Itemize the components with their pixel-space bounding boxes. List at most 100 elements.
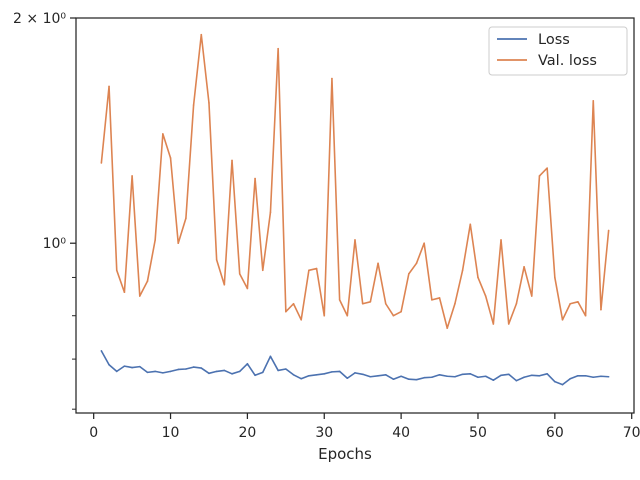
data-point-loss [177,368,180,371]
data-point-val-loss [400,310,402,313]
data-point-loss [231,373,233,375]
data-point-val-loss [169,157,172,159]
data-point-val-loss [438,297,441,299]
data-point-loss [377,374,379,377]
data-point-val-loss [115,269,118,272]
data-point-loss [546,373,548,375]
data-point-val-loss [154,239,156,241]
data-point-loss [369,375,372,378]
data-point-loss [154,370,156,373]
data-point-loss [169,370,172,373]
data-point-val-loss [484,295,487,297]
data-point-loss [423,376,425,379]
data-point-loss [354,372,356,374]
data-point-val-loss [507,323,510,325]
data-point-val-loss [231,159,233,162]
data-point-loss [477,376,479,379]
data-point-loss [507,373,510,376]
data-point-loss [323,373,326,375]
data-point-loss [361,373,364,376]
data-point-loss [100,350,103,352]
x-tick-label: 50 [469,425,487,441]
data-point-val-loss [285,310,287,313]
data-point-loss [246,362,249,365]
data-point-loss [138,365,141,368]
data-point-val-loss [592,100,595,102]
data-point-val-loss [162,133,164,135]
data-point-val-loss [546,167,548,169]
data-point-val-loss [315,267,318,270]
data-point-val-loss [131,175,133,177]
data-point-val-loss [530,295,533,297]
data-point-loss [400,375,402,378]
data-point-loss [123,365,126,367]
data-point-loss [131,366,133,369]
data-point-val-loss [208,102,210,104]
data-point-loss [223,369,226,372]
data-point-loss [446,375,449,378]
data-point-loss [346,377,349,380]
data-point-val-loss [200,33,203,36]
data-point-loss [308,374,310,377]
data-point-val-loss [354,239,356,241]
data-point-loss [200,367,203,369]
data-point-val-loss [538,175,541,177]
data-point-val-loss [461,269,464,272]
data-point-val-loss [600,308,602,311]
data-point-loss [584,374,587,377]
data-point-loss [185,368,187,370]
data-point-loss [607,375,610,378]
data-point-val-loss [215,259,218,261]
data-point-val-loss [108,85,110,88]
data-point-val-loss [300,319,302,321]
data-point-loss [484,375,487,378]
data-point-val-loss [185,217,187,220]
data-point-val-loss [569,302,572,305]
data-point-loss [192,366,195,368]
data-point-loss [338,370,341,373]
data-point-val-loss [415,262,418,265]
data-point-loss [538,374,541,377]
x-axis-label: Epochs [318,445,372,463]
data-point-loss [292,373,295,376]
x-tick-label: 0 [89,425,98,441]
data-point-loss [569,377,572,380]
data-point-loss [561,383,564,386]
data-point-val-loss [146,280,149,282]
data-point-loss [500,374,502,377]
data-point-val-loss [561,319,564,321]
y-tick-label: 2 × 10⁰ [13,11,66,27]
data-point-loss [415,378,418,381]
data-point-loss [254,374,256,377]
data-point-val-loss [515,302,518,305]
data-point-val-loss [277,47,279,50]
data-point-loss [331,371,333,373]
y-tick-label: 10⁰ [43,236,67,252]
data-point-val-loss [477,276,479,279]
x-tick-label: 10 [162,425,180,441]
data-point-loss [438,373,441,376]
data-point-loss [108,363,110,366]
data-point-val-loss [408,273,410,275]
x-tick-label: 30 [315,425,333,441]
data-point-loss [115,370,118,373]
data-point-val-loss [377,262,379,265]
data-point-val-loss [454,302,456,305]
data-point-val-loss [323,314,326,317]
data-point-val-loss [223,283,226,286]
data-point-loss [285,368,287,370]
data-point-loss [492,379,495,381]
data-point-loss [408,378,410,381]
data-point-loss [238,370,241,373]
data-point-loss [577,374,579,377]
data-point-val-loss [338,299,341,301]
data-point-val-loss [246,287,249,290]
x-tick-label: 20 [238,425,256,441]
data-point-val-loss [607,229,610,232]
data-point-loss [469,373,472,375]
data-point-val-loss [446,327,449,329]
data-point-val-loss [500,239,502,241]
data-point-val-loss [192,104,195,106]
data-point-loss [431,376,433,379]
data-point-val-loss [423,242,425,245]
